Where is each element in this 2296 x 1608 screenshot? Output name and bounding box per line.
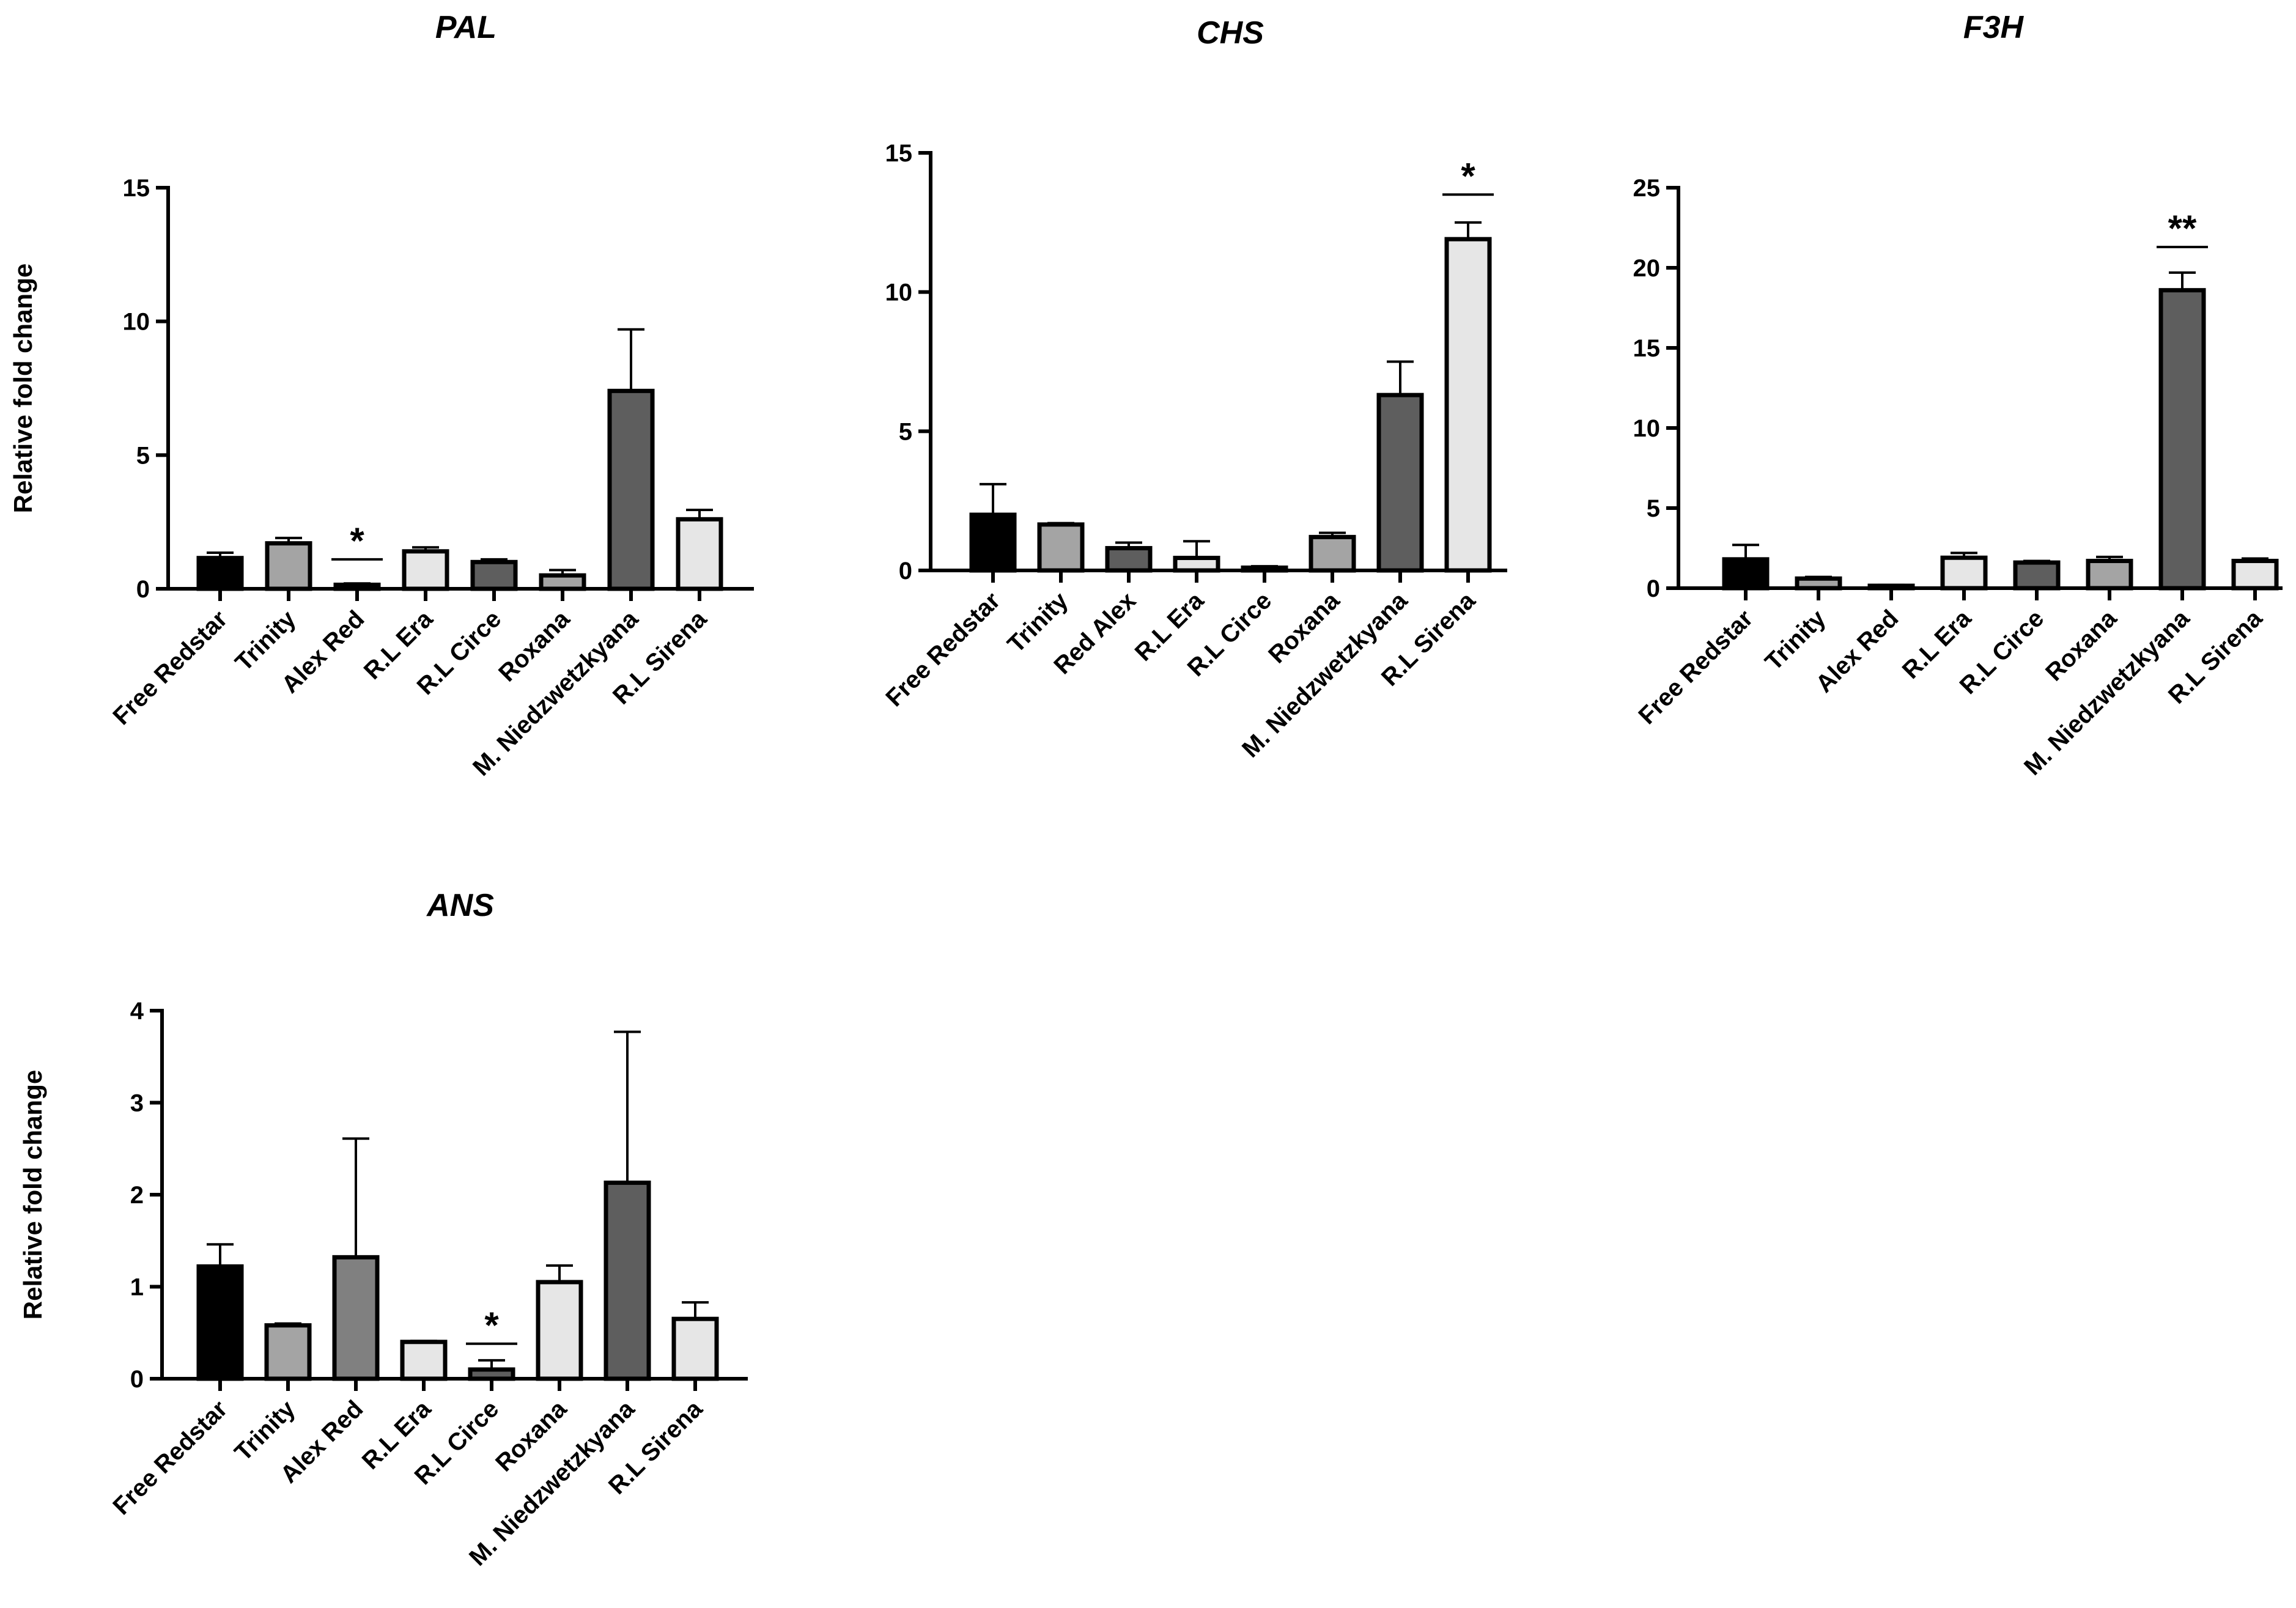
- bar-r-l-era: [400, 1340, 448, 1381]
- y-tick-label: 0: [136, 576, 150, 603]
- bar-roxana: [539, 573, 586, 591]
- y-tick-label: 4: [130, 998, 144, 1025]
- bar-trinity: [264, 1323, 312, 1381]
- x-tick-label: Free Redstar: [1633, 605, 1758, 729]
- bar-trinity: [265, 541, 312, 591]
- bar-trinity: [1795, 576, 1842, 591]
- y-tick-label: 20: [1633, 255, 1661, 282]
- bar-r-l-era: [1940, 555, 1988, 591]
- y-tick-label: 15: [1633, 335, 1661, 362]
- bar-roxana: [2086, 558, 2133, 591]
- bar-r-l-circe: [1241, 565, 1288, 573]
- y-tick-label: 0: [130, 1366, 144, 1393]
- bar-m-niedzwetzkyana: [1376, 393, 1424, 573]
- x-tick-label: Free Redstar: [880, 587, 1005, 712]
- bar-alex-red: [1867, 583, 1915, 591]
- x-tick-label: Trinity: [1760, 605, 1831, 676]
- bar-r-l-sirena: [676, 517, 723, 591]
- y-tick-label: 25: [1633, 175, 1661, 202]
- significance-marker: *: [484, 1305, 499, 1346]
- bar-red-alex: [1105, 546, 1153, 573]
- bar-free-redstar: [196, 556, 244, 591]
- bar-r-l-circe: [2013, 560, 2061, 591]
- y-axis-label: Relative fold change: [18, 1070, 47, 1319]
- bar-r-l-circe: [468, 1367, 515, 1381]
- chart-pal: PAL Relative fold change 0 5 10 15 Free Redsta…: [9, 10, 754, 781]
- y-tick-label: 0: [1647, 575, 1660, 602]
- y-tick-label: 15: [123, 175, 150, 202]
- bar-r-l-era: [1173, 556, 1220, 573]
- y-axis-label: Relative fold change: [9, 264, 37, 513]
- bar-alex-red: [333, 582, 381, 591]
- bar-roxana: [1309, 534, 1356, 573]
- bar-trinity: [1037, 522, 1085, 573]
- bar-free-redstar: [196, 1264, 244, 1381]
- y-tick-label: 1: [130, 1274, 144, 1301]
- bar-r-l-sirena: [1444, 237, 1492, 573]
- significance-marker: *: [1461, 155, 1475, 196]
- bar-alex-red: [332, 1255, 380, 1381]
- y-tick-label: 15: [885, 140, 913, 167]
- chart-ans: ANS Relative fold change 0 1 2 3 4 Free Redstar…: [18, 888, 748, 1571]
- y-tick-label: 5: [1647, 495, 1660, 522]
- chart-title: ANS: [426, 888, 494, 923]
- y-tick-label: 10: [123, 309, 150, 336]
- bar-r-l-sirena: [671, 1316, 719, 1381]
- y-tick-label: 5: [136, 442, 150, 469]
- bar-roxana: [536, 1280, 583, 1381]
- x-tick-label: Free Redstar: [108, 605, 232, 730]
- bar-r-l-circe: [470, 559, 518, 591]
- bar-m-niedzwetzkyana: [2158, 288, 2206, 591]
- significance-marker: **: [2168, 208, 2197, 249]
- y-tick-label: 5: [899, 418, 912, 445]
- bar-m-niedzwetzkyana: [604, 1180, 651, 1381]
- bar-m-niedzwetzkyana: [607, 388, 655, 591]
- bar-r-l-sirena: [2231, 558, 2279, 591]
- bar-free-redstar: [1722, 557, 1770, 591]
- y-tick-label: 10: [885, 279, 913, 306]
- y-tick-label: 2: [130, 1182, 144, 1209]
- y-tick-label: 0: [899, 558, 912, 585]
- y-tick-label: 10: [1633, 415, 1661, 442]
- bar-r-l-era: [402, 549, 449, 591]
- bar-free-redstar: [969, 512, 1017, 573]
- chart-title: PAL: [435, 10, 496, 45]
- chart-title: CHS: [1197, 15, 1264, 51]
- x-tick-label: Free Redstar: [108, 1395, 232, 1520]
- significance-marker: *: [350, 520, 364, 561]
- y-tick-label: 3: [130, 1090, 144, 1117]
- chart-title: F3H: [1963, 10, 2025, 45]
